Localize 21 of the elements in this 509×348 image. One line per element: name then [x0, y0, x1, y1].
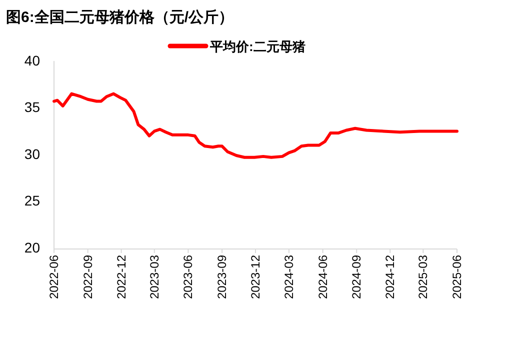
x-tick-label: 2023-09: [215, 254, 230, 300]
y-tick-label: 40: [24, 52, 40, 68]
legend-label: 平均价:二元母猪: [209, 39, 306, 54]
x-tick-label: 2023-06: [181, 254, 196, 300]
x-tick-label: 2023-03: [147, 254, 162, 300]
y-tick-label: 20: [24, 239, 40, 256]
y-tick-label: 25: [24, 192, 40, 209]
x-tick-label: 2022-12: [114, 254, 128, 300]
x-tick-label: 2022-09: [80, 254, 95, 300]
y-tick-label: 35: [24, 99, 40, 116]
x-tick-label: 2025-06: [450, 254, 464, 300]
x-tick-label: 2024-09: [350, 254, 364, 300]
x-tick-label: 2024-06: [316, 254, 330, 300]
chart-title: 图6:全国二元母猪价格（元/公斤）: [6, 9, 234, 26]
x-tick-label: 2022-06: [47, 254, 61, 300]
x-tick-label: 2024-03: [282, 254, 296, 300]
x-tick-label: 2023-12: [248, 254, 262, 300]
x-tick-label: 2025-03: [416, 254, 430, 300]
line-series: [52, 92, 458, 159]
y-tick-label: 30: [24, 146, 40, 162]
x-tick-label: 2024-12: [383, 254, 398, 300]
